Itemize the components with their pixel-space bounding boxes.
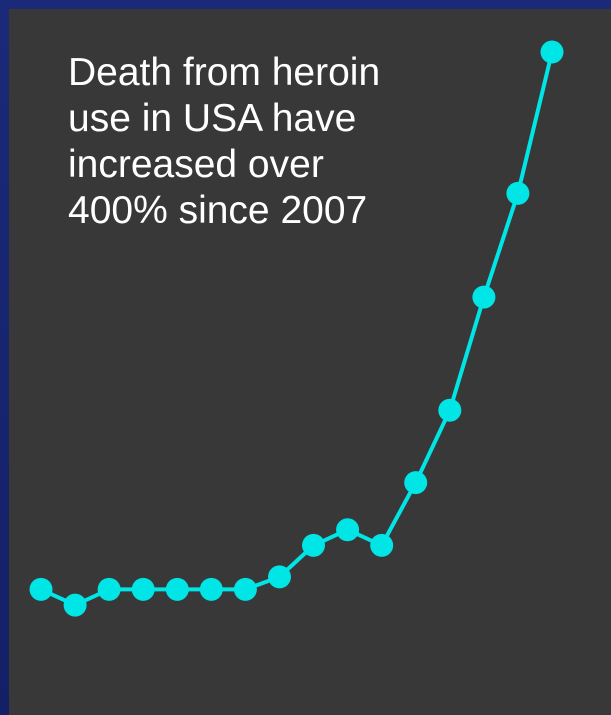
data-point-14 [472,285,496,309]
data-point-11 [370,533,394,557]
data-point-10 [336,518,360,542]
data-point-3 [97,577,121,601]
data-point-7 [233,577,257,601]
data-point-13 [438,398,462,422]
data-point-16 [540,40,564,64]
data-point-2 [63,593,87,617]
data-point-6 [199,577,223,601]
data-point-8 [268,565,291,589]
chart-annotation: Death from heroin use in USA have increa… [68,51,381,232]
data-point-12 [404,471,428,495]
data-point-1 [29,577,53,601]
data-point-9 [302,533,325,557]
data-point-5 [165,577,189,601]
series-heroin-deaths [29,40,564,617]
data-point-15 [506,181,530,205]
series-line [40,51,554,608]
data-point-4 [131,577,155,601]
